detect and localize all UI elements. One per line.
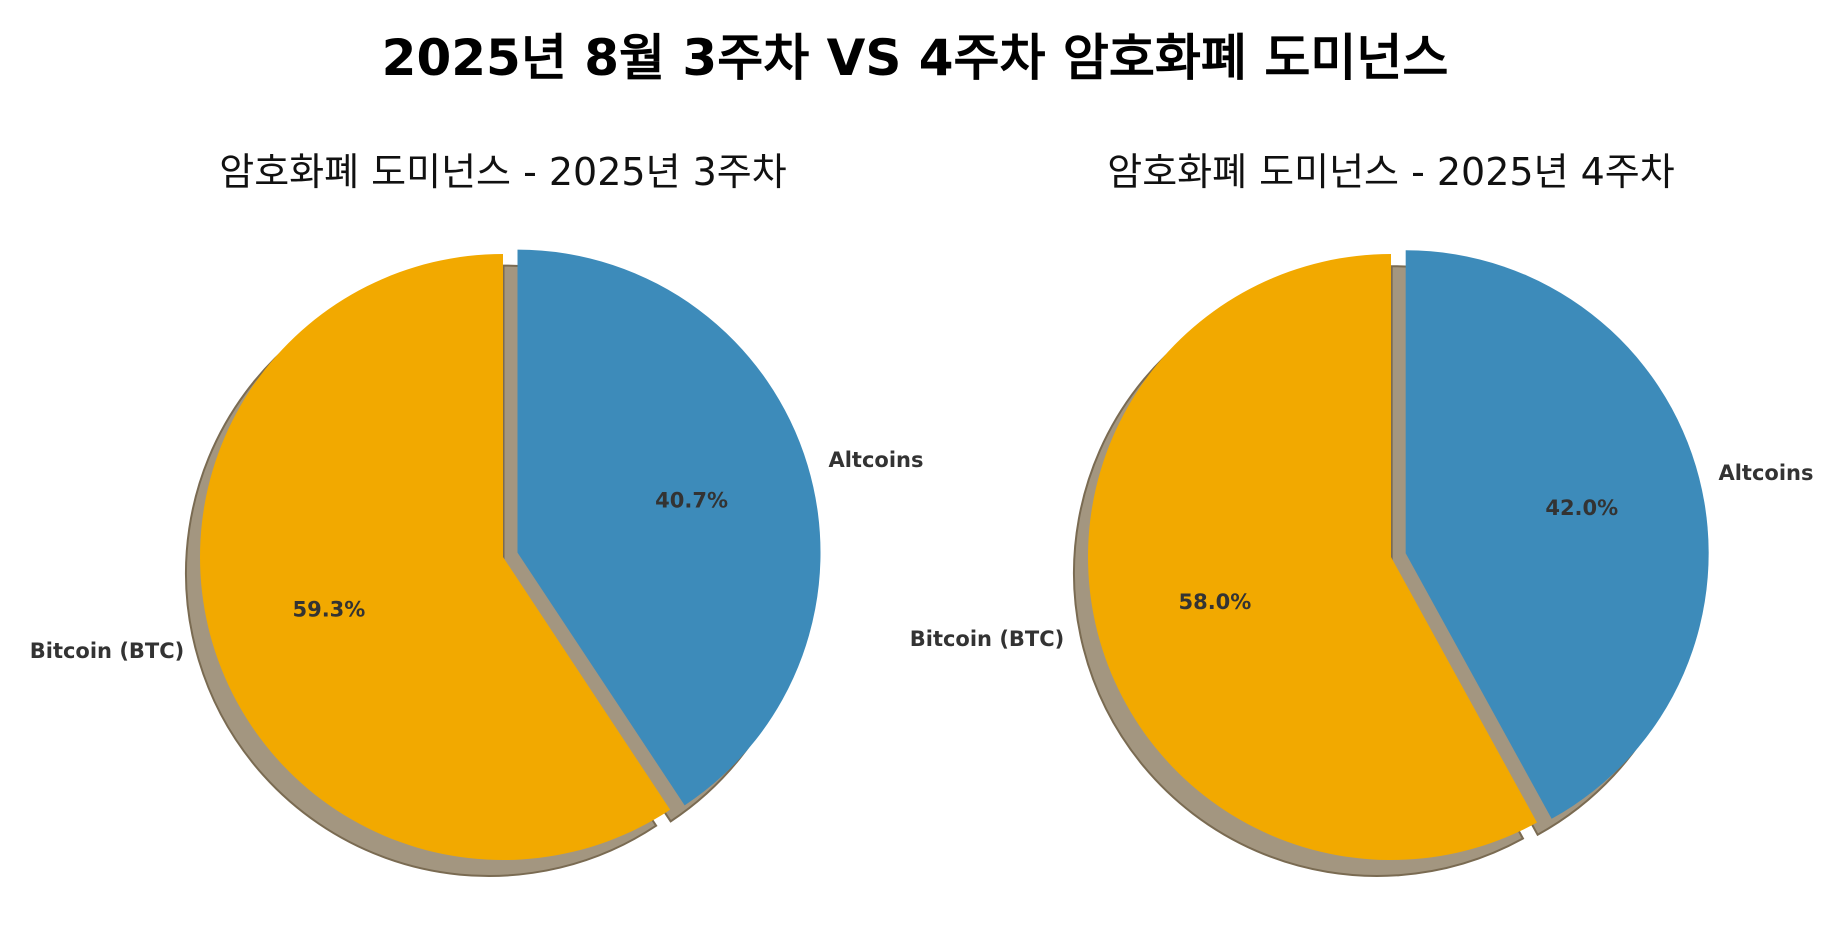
slice-bitcoin — [200, 254, 671, 860]
percent-label: 40.7% — [655, 488, 728, 512]
category-label: Altcoins — [1718, 461, 1813, 485]
category-label: Bitcoin (BTC) — [910, 627, 1065, 651]
category-label: Altcoins — [828, 448, 923, 472]
pie-chart-week4: 암호화폐 도미넌스 - 2025년 4주차 58.0% Bitcoin (BTC) 4… — [910, 150, 1814, 877]
main-title: 2025년 8월 3주차 VS 4주차 암호화폐 도미넌스 — [381, 29, 1449, 87]
pie-title: 암호화폐 도미넌스 - 2025년 4주차 — [1107, 150, 1674, 194]
category-label: Bitcoin (BTC) — [30, 639, 185, 663]
slice-altcoins — [517, 249, 821, 806]
percent-label: 59.3% — [292, 597, 365, 621]
pie-title: 암호화폐 도미넌스 - 2025년 3주차 — [219, 150, 786, 194]
percent-label: 42.0% — [1545, 496, 1618, 520]
slice-bitcoin — [1088, 254, 1537, 860]
slice-altcoins — [1405, 250, 1709, 819]
percent-label: 58.0% — [1178, 590, 1251, 614]
pie-chart-week3: 암호화폐 도미넌스 - 2025년 3주차 59.3% Bitcoin (BTC) 4… — [30, 150, 924, 877]
